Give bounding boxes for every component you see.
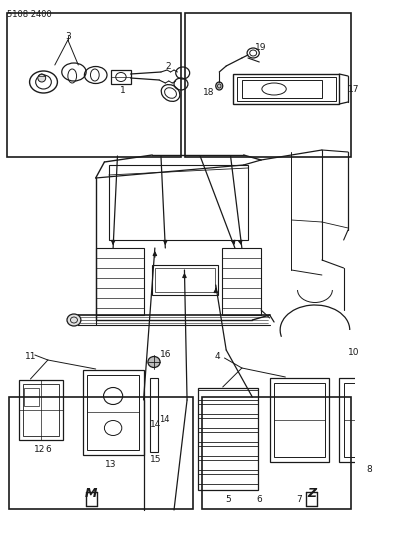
Bar: [184, 13, 351, 157]
Bar: [339, 378, 399, 462]
Text: 3: 3: [65, 32, 71, 41]
Text: Z: Z: [307, 487, 316, 500]
Text: 17: 17: [348, 85, 359, 94]
Bar: [24, 388, 39, 406]
Ellipse shape: [148, 357, 160, 367]
Bar: [150, 378, 158, 452]
Text: 5: 5: [225, 495, 231, 504]
Bar: [202, 397, 351, 509]
Bar: [270, 378, 329, 462]
Bar: [233, 74, 339, 104]
Bar: [109, 165, 248, 240]
Bar: [237, 77, 336, 101]
Ellipse shape: [216, 82, 223, 90]
Text: 14: 14: [150, 420, 161, 429]
Ellipse shape: [38, 74, 46, 82]
Bar: [7, 13, 181, 157]
Text: 12: 12: [33, 445, 45, 454]
Bar: [96, 248, 144, 315]
Bar: [9, 397, 193, 509]
Text: 2: 2: [165, 62, 171, 71]
Bar: [152, 265, 217, 295]
Bar: [111, 70, 131, 84]
Bar: [155, 268, 215, 292]
Text: 7: 7: [297, 495, 302, 504]
Bar: [198, 432, 257, 442]
Ellipse shape: [400, 405, 408, 415]
Text: 16: 16: [160, 350, 172, 359]
Text: 15: 15: [150, 455, 161, 464]
Text: 6: 6: [256, 495, 262, 504]
Text: 10: 10: [348, 348, 359, 357]
Bar: [198, 418, 257, 428]
Text: 4: 4: [215, 352, 220, 361]
Text: M: M: [85, 487, 98, 500]
Bar: [83, 370, 144, 455]
Ellipse shape: [67, 314, 81, 326]
Bar: [198, 460, 257, 470]
Bar: [198, 446, 257, 456]
Text: 14: 14: [159, 415, 170, 424]
Bar: [222, 248, 261, 315]
Bar: [198, 474, 257, 484]
Text: 19: 19: [255, 43, 267, 52]
Bar: [198, 404, 257, 414]
Bar: [87, 375, 139, 450]
Text: 11: 11: [25, 352, 36, 361]
Text: 13: 13: [105, 460, 116, 469]
Bar: [198, 390, 257, 400]
Text: 1: 1: [120, 86, 126, 95]
Bar: [242, 80, 322, 98]
Text: 5108 2400: 5108 2400: [7, 10, 52, 19]
Bar: [19, 380, 63, 440]
Text: 6: 6: [45, 445, 51, 454]
Text: 8: 8: [366, 465, 372, 474]
Bar: [198, 388, 257, 490]
Bar: [274, 383, 324, 457]
Bar: [22, 384, 59, 436]
Bar: [344, 383, 394, 457]
Text: 18: 18: [202, 88, 214, 97]
